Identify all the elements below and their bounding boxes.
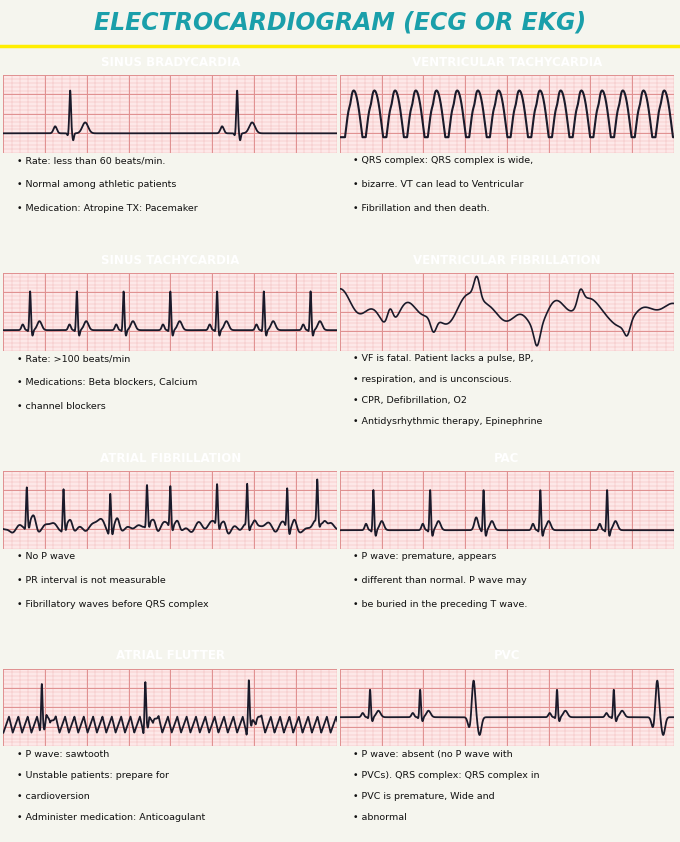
Text: • channel blockers: • channel blockers: [17, 402, 105, 411]
Text: PVC: PVC: [494, 649, 520, 663]
Text: • Medication: Atropine TX: Pacemaker: • Medication: Atropine TX: Pacemaker: [17, 204, 197, 213]
Text: • respiration, and is unconscious.: • respiration, and is unconscious.: [354, 376, 512, 384]
Text: • Fibrillatory waves before QRS complex: • Fibrillatory waves before QRS complex: [17, 600, 208, 609]
Text: • PVCs). QRS complex: QRS complex in: • PVCs). QRS complex: QRS complex in: [354, 771, 540, 780]
Text: • different than normal. P wave may: • different than normal. P wave may: [354, 576, 527, 585]
Text: ATRIAL FIBRILLATION: ATRIAL FIBRILLATION: [100, 451, 241, 465]
Text: • Rate: >100 beats/min: • Rate: >100 beats/min: [17, 354, 130, 363]
Text: ELECTROCARDIOGRAM (ECG OR EKG): ELECTROCARDIOGRAM (ECG OR EKG): [94, 10, 586, 35]
Text: ATRIAL FLUTTER: ATRIAL FLUTTER: [116, 649, 225, 663]
Text: SINUS TACHYCARDIA: SINUS TACHYCARDIA: [101, 253, 239, 267]
Text: • QRS complex: QRS complex is wide,: • QRS complex: QRS complex is wide,: [354, 157, 534, 165]
Text: • Administer medication: Anticoagulant: • Administer medication: Anticoagulant: [17, 813, 205, 822]
Text: • P wave: sawtooth: • P wave: sawtooth: [17, 750, 109, 759]
Text: • Medications: Beta blockers, Calcium: • Medications: Beta blockers, Calcium: [17, 378, 197, 387]
Text: VENTRICULAR TACHYCARDIA: VENTRICULAR TACHYCARDIA: [412, 56, 602, 69]
Text: • Antidysrhythmic therapy, Epinephrine: • Antidysrhythmic therapy, Epinephrine: [354, 418, 543, 426]
Text: • P wave: absent (no P wave with: • P wave: absent (no P wave with: [354, 750, 513, 759]
Text: SINUS BRADYCARDIA: SINUS BRADYCARDIA: [101, 56, 240, 69]
Text: • PR interval is not measurable: • PR interval is not measurable: [17, 576, 165, 585]
Text: • abnormal: • abnormal: [354, 813, 407, 822]
Text: • VF is fatal. Patient lacks a pulse, BP,: • VF is fatal. Patient lacks a pulse, BP…: [354, 354, 534, 363]
Text: • Unstable patients: prepare for: • Unstable patients: prepare for: [17, 771, 169, 780]
Text: • Fibrillation and then death.: • Fibrillation and then death.: [354, 204, 490, 213]
Text: • Rate: less than 60 beats/min.: • Rate: less than 60 beats/min.: [17, 157, 165, 165]
Text: • bizarre. VT can lead to Ventricular: • bizarre. VT can lead to Ventricular: [354, 180, 524, 189]
Text: • Normal among athletic patients: • Normal among athletic patients: [17, 180, 176, 189]
Text: • PVC is premature, Wide and: • PVC is premature, Wide and: [354, 792, 495, 801]
Text: PAC: PAC: [494, 451, 520, 465]
Text: • CPR, Defibrillation, O2: • CPR, Defibrillation, O2: [354, 397, 467, 405]
Text: • be buried in the preceding T wave.: • be buried in the preceding T wave.: [354, 600, 528, 609]
Text: • cardioversion: • cardioversion: [17, 792, 90, 801]
Text: • P wave: premature, appears: • P wave: premature, appears: [354, 552, 496, 561]
Text: VENTRICULAR FIBRILLATION: VENTRICULAR FIBRILLATION: [413, 253, 600, 267]
Text: • No P wave: • No P wave: [17, 552, 75, 561]
